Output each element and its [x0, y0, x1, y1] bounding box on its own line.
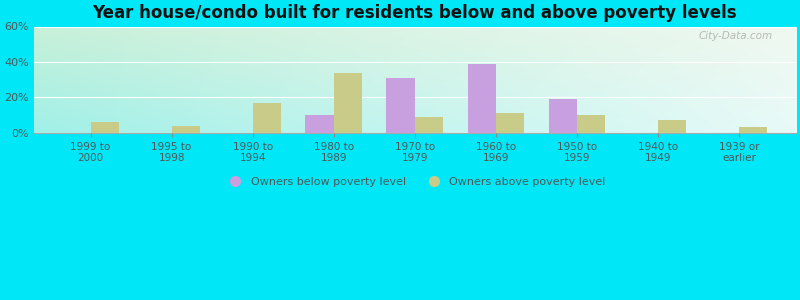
Bar — [739, 128, 767, 133]
Bar — [306, 115, 334, 133]
Bar — [658, 120, 686, 133]
Title: Year house/condo built for residents below and above poverty levels: Year house/condo built for residents bel… — [93, 4, 737, 22]
Bar — [90, 122, 119, 133]
Bar — [415, 117, 443, 133]
Bar — [549, 99, 577, 133]
Bar — [386, 78, 415, 133]
Bar — [467, 64, 496, 133]
Text: City-Data.com: City-Data.com — [699, 31, 773, 41]
Bar — [253, 103, 281, 133]
Bar — [334, 73, 362, 133]
Bar — [496, 113, 524, 133]
Bar — [171, 126, 200, 133]
Bar — [577, 115, 606, 133]
Legend: Owners below poverty level, Owners above poverty level: Owners below poverty level, Owners above… — [220, 172, 610, 191]
